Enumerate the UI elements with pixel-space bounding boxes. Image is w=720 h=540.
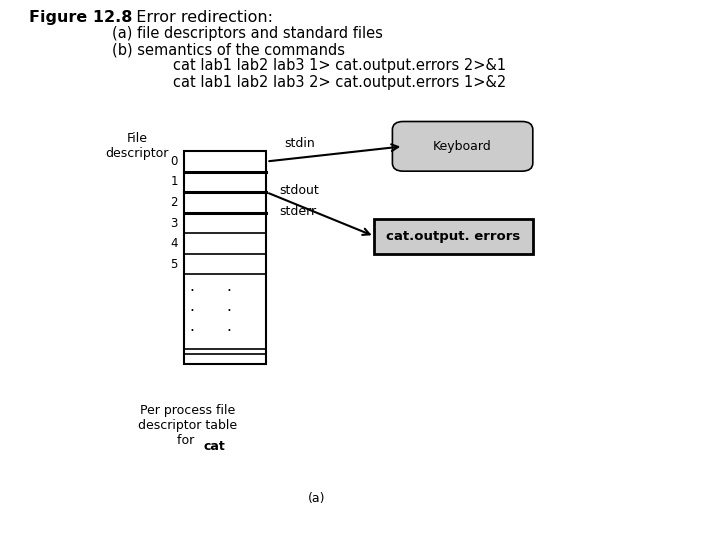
Bar [374,219,533,254]
Text: 1: 1 [171,176,178,188]
Text: .: . [189,299,194,314]
Text: Error redirection:: Error redirection: [126,10,273,25]
Text: 5: 5 [171,258,178,271]
Text: Keyboard: Keyboard [433,140,492,153]
Text: cat lab1 lab2 lab3 1> cat.output.errors 2>&1: cat lab1 lab2 lab3 1> cat.output.errors … [173,58,506,73]
Text: .: . [227,299,232,314]
Text: cat.output. errors: cat.output. errors [387,230,521,243]
Text: Figure 12.8: Figure 12.8 [29,10,132,25]
Text: stderr: stderr [279,205,317,218]
Text: .: . [189,280,194,294]
FancyBboxPatch shape [392,122,533,171]
Text: 3: 3 [171,217,178,230]
Text: stdin: stdin [284,137,315,150]
Text: cat: cat [204,440,225,453]
Text: 2: 2 [171,196,178,209]
Text: (a) file descriptors and standard files: (a) file descriptors and standard files [112,26,382,41]
Text: .: . [227,319,232,334]
Text: .: . [227,280,232,294]
Bar [184,151,266,364]
Text: .: . [189,319,194,334]
Text: cat lab1 lab2 lab3 2> cat.output.errors 1>&2: cat lab1 lab2 lab3 2> cat.output.errors … [173,75,506,90]
Text: Per process file
descriptor table
for: Per process file descriptor table for [138,404,237,447]
Text: 4: 4 [171,237,178,250]
Text: (b) semantics of the commands: (b) semantics of the commands [112,42,345,57]
Text: File
descriptor: File descriptor [105,132,168,160]
Text: (a): (a) [308,492,325,505]
Text: 0: 0 [171,155,178,168]
Text: stdout: stdout [279,184,319,197]
